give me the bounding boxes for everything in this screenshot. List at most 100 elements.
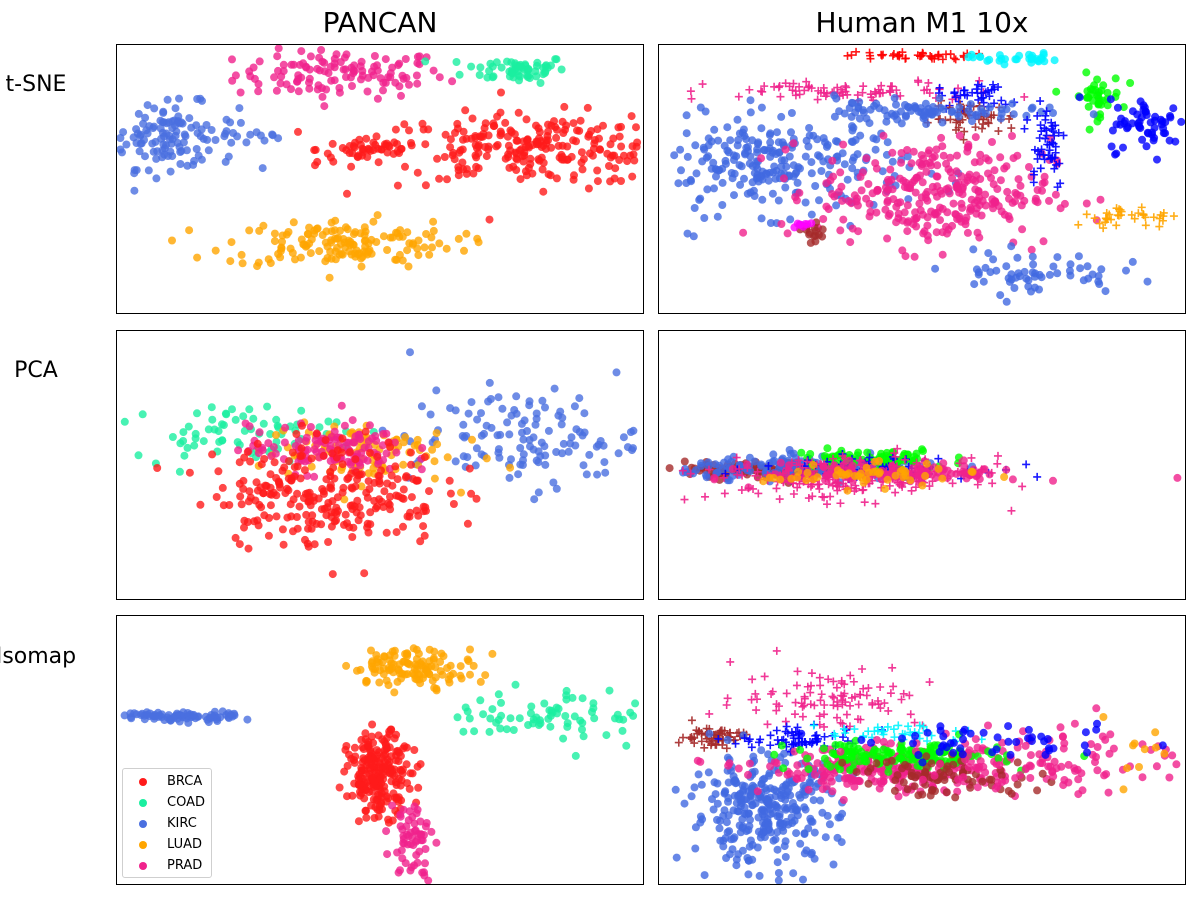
data-point (592, 442, 601, 451)
data-point (854, 700, 863, 709)
data-point (794, 456, 803, 465)
data-point (347, 469, 356, 478)
data-point (986, 268, 995, 277)
data-point (952, 125, 961, 134)
data-point (723, 736, 732, 744)
data-point (748, 781, 757, 790)
data-point (864, 779, 873, 788)
data-point (282, 230, 291, 239)
data-point (325, 273, 334, 282)
data-point (1014, 175, 1023, 184)
data-point (718, 201, 727, 209)
data-point (903, 762, 912, 771)
data-point (728, 845, 737, 854)
data-point (437, 649, 446, 658)
data-point (387, 659, 396, 668)
data-point (340, 421, 349, 430)
data-point (838, 196, 847, 205)
data-point (875, 457, 884, 465)
data-point (1103, 214, 1112, 223)
data-point (932, 145, 941, 154)
data-point (930, 188, 939, 197)
data-point (1107, 215, 1116, 224)
data-point (516, 444, 525, 452)
data-point (691, 844, 700, 853)
data-point (747, 743, 756, 752)
data-point (226, 257, 235, 266)
data-point (462, 165, 471, 174)
data-point (1112, 149, 1121, 158)
data-point (432, 386, 441, 395)
data-point (357, 57, 366, 66)
data-point (739, 228, 748, 237)
data-point (428, 445, 437, 454)
data-point (350, 758, 359, 767)
data-point (1002, 262, 1011, 271)
data-point (243, 715, 252, 724)
data-point (365, 788, 373, 796)
data-point (792, 829, 801, 838)
data-point (449, 500, 458, 508)
data-point (524, 65, 533, 74)
data-point (882, 452, 891, 460)
data-point (800, 86, 809, 95)
data-point (1113, 211, 1122, 220)
data-point (343, 519, 351, 528)
data-point (862, 463, 871, 472)
data-point (305, 74, 314, 83)
data-point (904, 195, 913, 204)
data-point (704, 768, 713, 777)
data-point (446, 143, 455, 152)
data-point (1107, 142, 1116, 151)
data-point (633, 138, 642, 147)
data-point (369, 664, 377, 673)
data-point (828, 787, 837, 796)
data-point (843, 486, 852, 495)
data-point (1038, 769, 1047, 778)
data-point (996, 176, 1005, 185)
data-point (1117, 207, 1126, 216)
data-point (771, 801, 780, 810)
data-point (1017, 201, 1026, 210)
data-point (308, 511, 317, 520)
data-point (996, 291, 1005, 300)
data-point (132, 125, 141, 134)
scatter-plot (671, 646, 1181, 884)
data-point (610, 151, 619, 160)
data-point (420, 243, 429, 252)
data-point (807, 84, 816, 93)
data-point (270, 458, 279, 467)
data-point (214, 467, 223, 476)
data-point (424, 876, 433, 884)
data-point (1002, 465, 1011, 474)
data-point (842, 710, 851, 719)
data-point (801, 198, 810, 207)
data-point (854, 744, 863, 753)
data-point (361, 242, 370, 251)
data-point (564, 447, 573, 456)
data-point (441, 130, 450, 139)
data-point (781, 145, 790, 154)
data-point (1136, 97, 1145, 106)
data-point (987, 85, 996, 94)
data-point (416, 817, 425, 826)
data-point (1103, 88, 1112, 97)
data-point (883, 722, 892, 731)
data-point (744, 856, 753, 865)
data-point (327, 227, 336, 236)
data-point (828, 481, 837, 490)
data-point (753, 171, 762, 180)
data-point (836, 765, 845, 774)
data-point (819, 157, 828, 166)
data-point (306, 423, 315, 431)
data-point (944, 165, 953, 174)
data-point (375, 678, 384, 687)
data-point (798, 702, 807, 711)
data-point (847, 753, 856, 762)
data-point (139, 119, 148, 128)
data-point (301, 437, 310, 445)
data-point (686, 469, 695, 478)
data-point (919, 447, 927, 455)
data-point (1172, 760, 1181, 769)
data-point (382, 429, 391, 438)
